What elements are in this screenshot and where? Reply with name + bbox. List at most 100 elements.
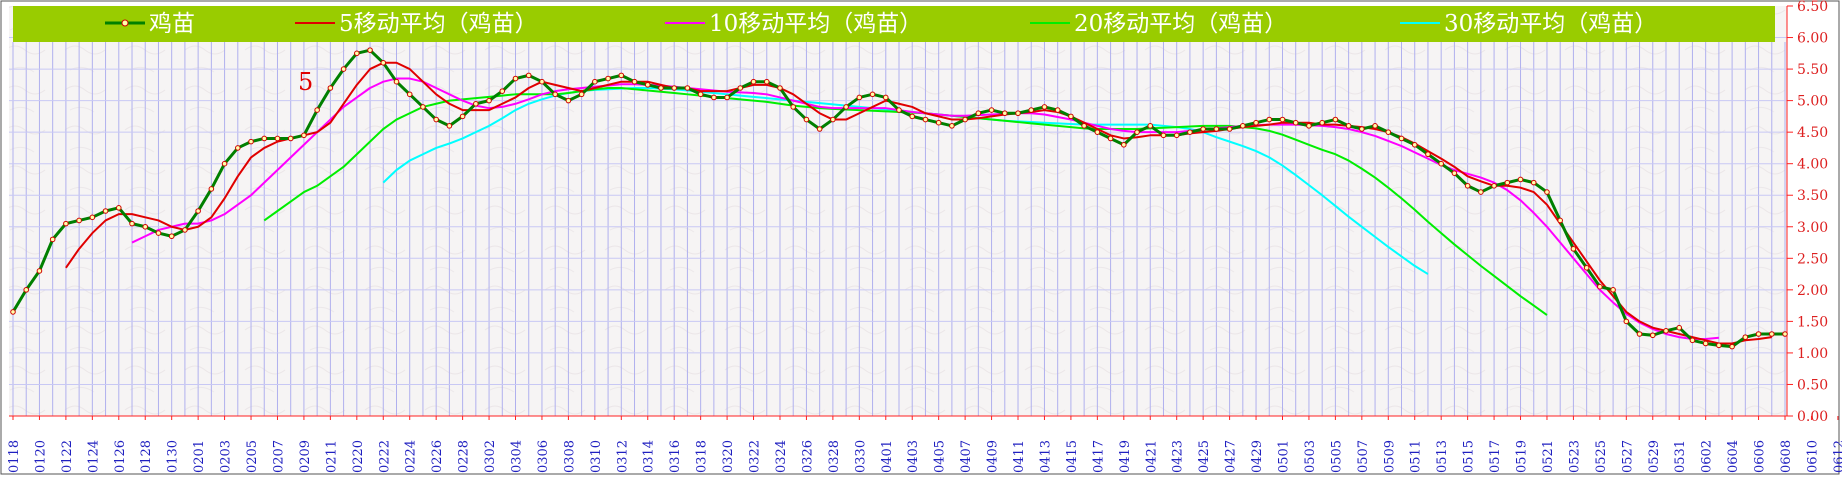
- x-tick-label: 0421: [1144, 440, 1159, 473]
- data-point: [618, 72, 625, 79]
- x-tick-label: 0326: [800, 440, 815, 473]
- data-point: [869, 91, 876, 98]
- series-line: [65, 61, 1772, 345]
- data-point: [552, 91, 558, 98]
- x-tick-label: 0604: [1726, 440, 1741, 473]
- data-point: [1782, 331, 1788, 337]
- data-point: [1266, 116, 1273, 123]
- y-tick-label: 4.00: [1797, 157, 1828, 173]
- data-point: [63, 220, 69, 227]
- y-tick-label: 5.00: [1797, 94, 1828, 110]
- x-tick-label: 0519: [1515, 440, 1530, 473]
- data-point: [1676, 324, 1683, 331]
- data-point: [909, 113, 916, 120]
- x-tick-label: 0507: [1356, 440, 1371, 473]
- data-point: [1226, 126, 1233, 132]
- data-point: [896, 107, 902, 113]
- y-tick-label: 6.00: [1797, 31, 1828, 47]
- x-tick-label: 0602: [1700, 440, 1715, 473]
- x-tick-label: 0122: [60, 440, 75, 473]
- data-point: [631, 78, 638, 85]
- data-point: [1332, 116, 1339, 123]
- data-point: [1213, 126, 1220, 132]
- x-tick-label: 0222: [377, 440, 392, 473]
- data-point: [777, 85, 783, 91]
- data-point: [525, 72, 532, 79]
- legend-label: 20移动平均（鸡苗）: [1074, 11, 1287, 37]
- data-point: [644, 82, 651, 88]
- data-point: [23, 287, 30, 293]
- data-point: [195, 208, 201, 214]
- data-point: [671, 85, 677, 91]
- x-tick-label: 0527: [1620, 440, 1635, 473]
- data-point: [1464, 182, 1471, 189]
- x-tick-label: 0304: [510, 440, 525, 473]
- data-point: [1398, 135, 1405, 142]
- data-point: [433, 116, 439, 123]
- x-tick-label: 0308: [562, 440, 577, 473]
- x-tick-label: 0314: [642, 440, 657, 473]
- x-tick-label: 0203: [219, 440, 234, 473]
- x-tick-label: 0330: [853, 440, 868, 473]
- data-point: [578, 91, 585, 98]
- data-point: [882, 94, 889, 101]
- x-tick-label: 0509: [1382, 440, 1397, 473]
- y-tick-label: 5.50: [1797, 62, 1828, 78]
- data-point: [1306, 123, 1312, 129]
- data-point: [935, 119, 942, 126]
- y-tick-label: 3.50: [1797, 188, 1828, 204]
- annotation-label: 5: [298, 68, 313, 96]
- data-point: [816, 126, 823, 132]
- data-point: [380, 59, 387, 66]
- x-tick-label: 0220: [351, 440, 366, 473]
- data-point: [1755, 331, 1762, 337]
- x-axis: 0118 0120 0122 0124 0126 0128 0130 0201 0203 0205…: [7, 416, 1842, 473]
- legend-item-4: 30移动平均（鸡苗）: [1400, 11, 1657, 37]
- x-tick-label: 0501: [1276, 440, 1291, 473]
- x-tick-label: 0423: [1171, 440, 1186, 473]
- series-1: [65, 61, 1772, 345]
- data-point: [1530, 179, 1537, 186]
- data-point: [261, 135, 268, 142]
- x-tick-label: 0205: [245, 440, 260, 473]
- x-tick-label: 0503: [1303, 440, 1318, 473]
- data-point: [446, 123, 453, 129]
- data-point: [49, 236, 56, 243]
- data-point: [1001, 110, 1008, 117]
- x-tick-label: 0407: [959, 440, 974, 473]
- legend-item-1: 5移动平均（鸡苗）: [295, 11, 538, 37]
- data-point: [1649, 332, 1656, 339]
- data-point: [1173, 132, 1180, 139]
- x-tick-label: 0118: [7, 440, 22, 473]
- data-point: [1716, 342, 1722, 349]
- x-tick-label: 0211: [324, 440, 339, 473]
- data-point: [1478, 189, 1484, 195]
- y-tick-label: 0.50: [1797, 377, 1828, 393]
- legend-label: 5移动平均（鸡苗）: [339, 11, 538, 37]
- data-point: [790, 104, 797, 110]
- data-point: [1491, 182, 1497, 189]
- data-point: [1517, 176, 1524, 183]
- data-point: [354, 50, 360, 57]
- data-point: [406, 91, 413, 98]
- data-point: [922, 116, 929, 123]
- data-point: [1134, 129, 1140, 135]
- data-point: [182, 227, 188, 233]
- data-point: [763, 78, 770, 85]
- data-point: [235, 145, 241, 151]
- data-point: [539, 78, 545, 85]
- x-tick-label: 0207: [271, 440, 286, 473]
- data-point: [1107, 135, 1114, 142]
- data-point: [1610, 287, 1616, 293]
- legend-label: 10移动平均（鸡苗）: [709, 11, 922, 37]
- x-tick-label: 0130: [166, 440, 181, 473]
- data-point: [486, 97, 492, 104]
- data-point: [1504, 179, 1511, 186]
- data-point: [1054, 107, 1061, 113]
- data-point: [988, 107, 995, 113]
- y-tick-label: 6.50: [1797, 0, 1828, 15]
- data-point: [340, 66, 347, 72]
